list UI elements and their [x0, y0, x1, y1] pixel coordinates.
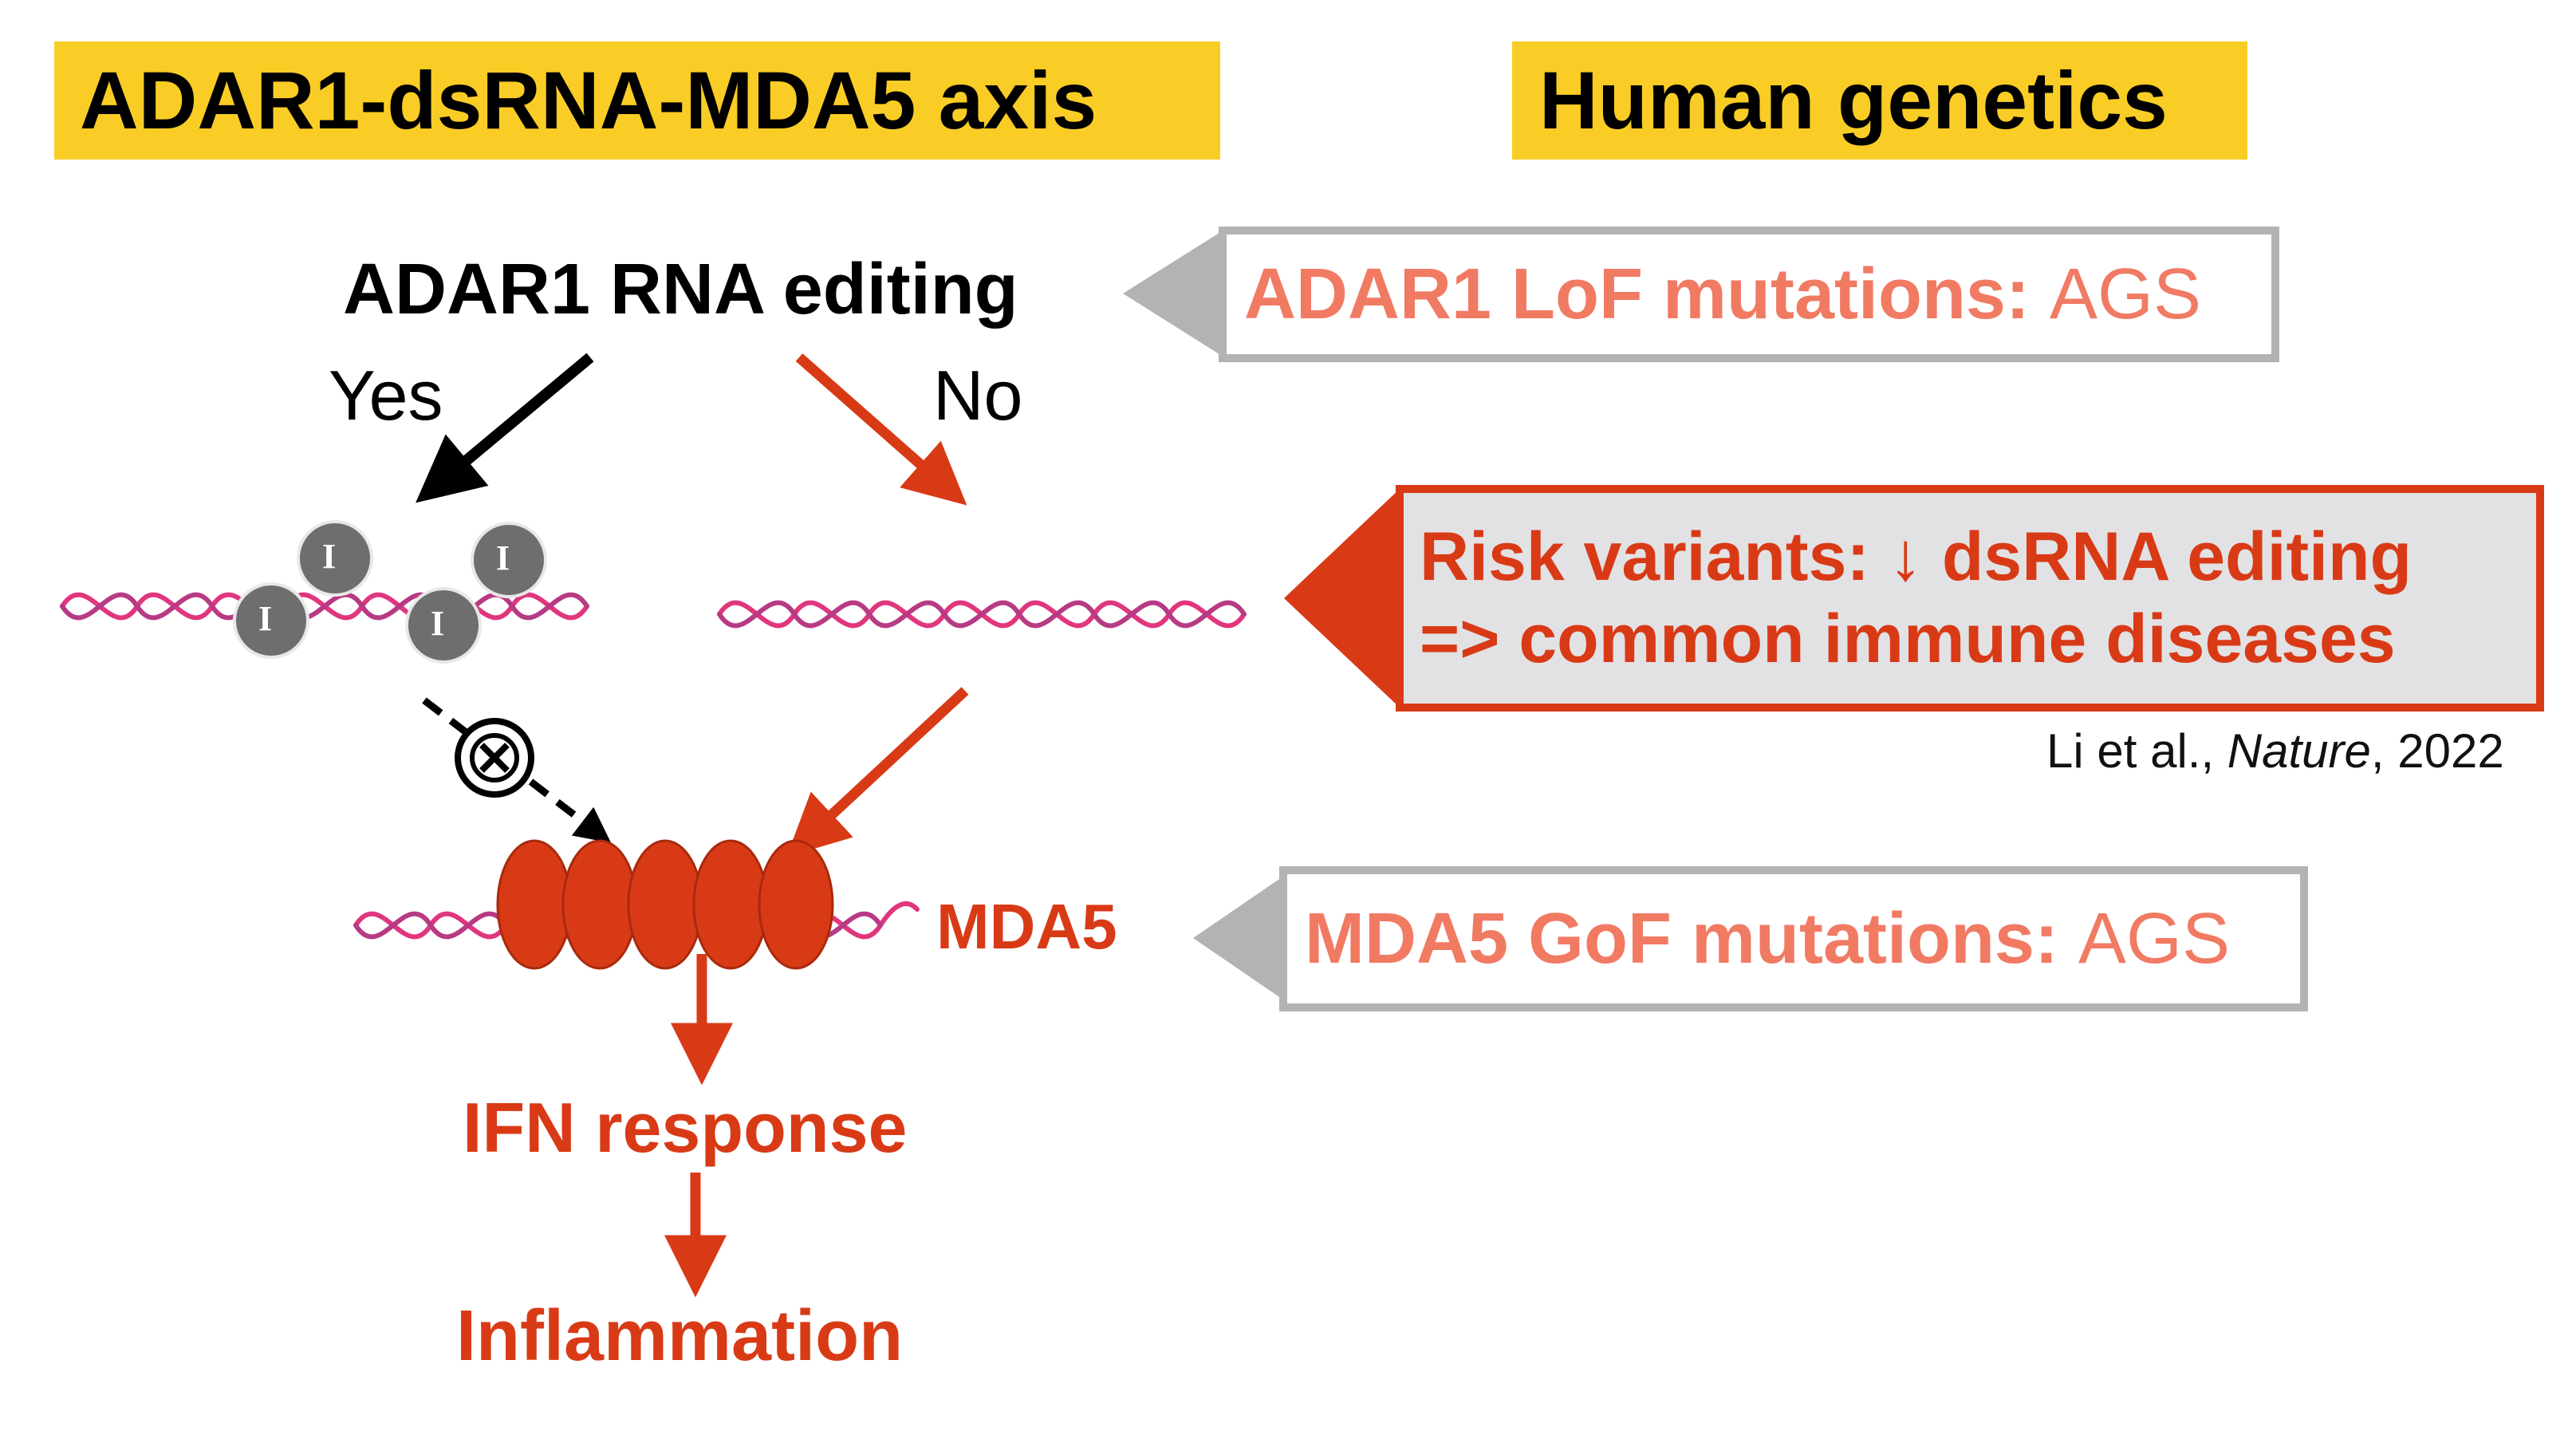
mda5-gof-box: MDA5 GoF mutations: AGS	[1279, 866, 2308, 1011]
ifn-response-label: IFN response	[463, 1088, 908, 1167]
inosine-icon	[405, 587, 482, 664]
inosine-icon	[471, 522, 547, 598]
mda5-protomer	[758, 839, 834, 970]
mda5-gof-text: MDA5 GoF mutations:	[1305, 899, 2058, 979]
inosine-label: I	[258, 599, 273, 638]
citation-authors: Li et al.,	[2046, 724, 2227, 778]
adar1-lof-text: ADAR1 LoF mutations:	[1244, 254, 2030, 334]
no-label: No	[933, 356, 1023, 435]
mda5-protomer	[561, 839, 638, 970]
genetics-header: Human genetics	[1512, 41, 2247, 160]
pointer-arrow-2	[1284, 488, 1400, 708]
mda5-label: MDA5	[936, 891, 1117, 962]
inosine-markers	[233, 520, 547, 664]
inosine-label: I	[431, 604, 445, 643]
mda5-protomer	[627, 839, 703, 970]
to-mda5-arrow	[786, 687, 969, 857]
risk-variants-box: Risk variants: ↓ dsRNA editing => common…	[1396, 485, 2544, 712]
risk-variants-line1: Risk variants: ↓ dsRNA editing	[1420, 518, 2413, 595]
inosine-icon	[297, 520, 373, 597]
citation-journal: Nature	[2227, 724, 2371, 778]
no-arrow	[795, 353, 967, 506]
yes-arrow	[416, 353, 594, 503]
pointer-arrow-3	[1193, 876, 1284, 1000]
axis-header: ADAR1-dsRNA-MDA5 axis	[54, 41, 1220, 160]
block-x-icon	[455, 718, 534, 798]
unedited-dsrna	[717, 600, 1247, 629]
inosine-label: I	[496, 538, 510, 578]
mda5-filament	[496, 839, 834, 970]
yes-label: Yes	[329, 356, 443, 435]
mda5-protomer	[496, 839, 573, 970]
pointer-arrow-1	[1123, 231, 1222, 356]
inflammation-label: Inflammation	[456, 1296, 904, 1376]
citation: Li et al., Nature, 2022	[2046, 727, 2504, 775]
axis-header-text: ADAR1-dsRNA-MDA5 axis	[80, 55, 1097, 146]
adar1-lof-box: ADAR1 LoF mutations: AGS	[1219, 227, 2279, 362]
mda5-protomer	[692, 839, 769, 970]
mda5-gof-disease: AGS	[2078, 899, 2231, 979]
citation-year: , 2022	[2370, 724, 2504, 778]
inosine-label: I	[322, 537, 337, 576]
inosine-icon	[233, 582, 309, 659]
genetics-header-text: Human genetics	[1539, 55, 2168, 146]
risk-variants-line2: => common immune diseases	[1420, 601, 2396, 677]
adar1-editing-label: ADAR1 RNA editing	[343, 250, 1018, 329]
adar1-lof-disease: AGS	[2049, 254, 2202, 334]
